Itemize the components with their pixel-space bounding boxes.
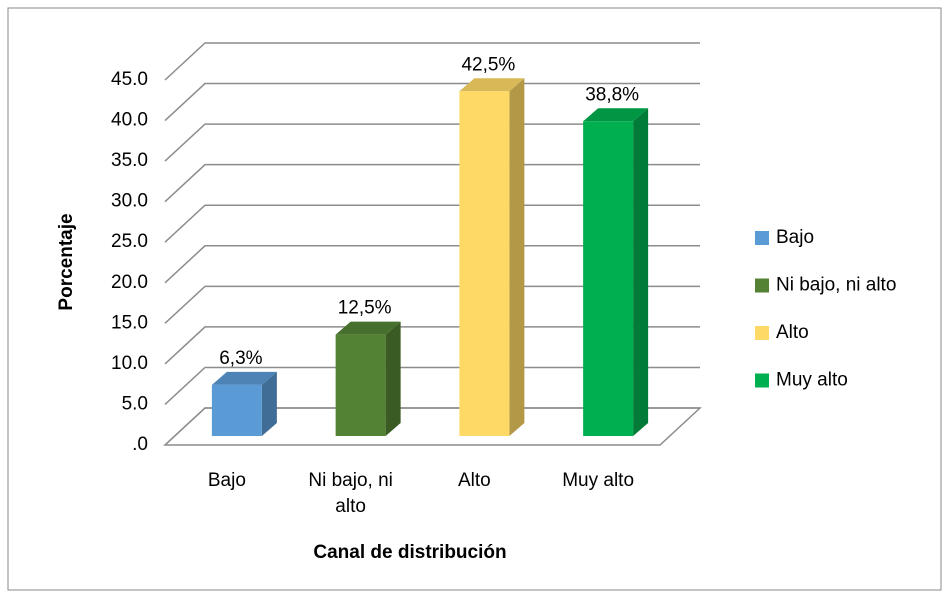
y-tick-label: 25.0 bbox=[111, 231, 148, 252]
bar-face bbox=[385, 321, 401, 436]
legend-label: Ni bajo, ni alto bbox=[776, 275, 896, 296]
legend-swatch bbox=[755, 326, 769, 340]
y-tick-label: 20.0 bbox=[111, 272, 148, 293]
bar-face bbox=[633, 108, 649, 437]
legend-label: Alto bbox=[776, 322, 809, 343]
legend-swatch bbox=[755, 278, 769, 293]
data-label: 38,8% bbox=[585, 84, 639, 105]
y-tick-label: 40.0 bbox=[111, 110, 148, 131]
x-tick-label: Ni bajo, ni alto bbox=[308, 470, 393, 517]
grid-line bbox=[164, 245, 700, 284]
bar-face bbox=[583, 121, 634, 437]
y-tick-label: 30.0 bbox=[111, 191, 148, 212]
y-tick-label: 35.0 bbox=[111, 150, 148, 171]
x-tick-label: Alto bbox=[458, 470, 491, 491]
bar bbox=[583, 108, 649, 437]
bar-face bbox=[459, 78, 525, 92]
bar bbox=[335, 321, 401, 436]
bar-face bbox=[583, 108, 649, 122]
legend-swatch bbox=[755, 231, 769, 245]
legend-label: Bajo bbox=[776, 227, 814, 248]
bar-face bbox=[261, 371, 277, 436]
grid-line bbox=[164, 42, 700, 81]
grid-line bbox=[164, 82, 700, 122]
bar bbox=[459, 78, 525, 437]
grid-line bbox=[164, 285, 700, 324]
bar-face bbox=[459, 91, 510, 437]
grid-line bbox=[164, 407, 700, 446]
bar-face bbox=[509, 78, 525, 437]
legend-swatch bbox=[755, 373, 769, 388]
y-tick-label: 5.0 bbox=[122, 393, 148, 414]
x-axis-label: Canal de distribución bbox=[313, 542, 506, 563]
y-tick-label: 10.0 bbox=[111, 353, 148, 374]
x-tick-label: Bajo bbox=[207, 470, 246, 491]
bar-face bbox=[211, 371, 277, 385]
grid-line bbox=[164, 204, 700, 243]
grid-line bbox=[164, 163, 700, 203]
y-tick-label: 45.0 bbox=[111, 69, 148, 90]
bar-face bbox=[211, 384, 262, 436]
data-label: 42,5% bbox=[461, 54, 515, 75]
bar-face bbox=[335, 334, 386, 436]
y-tick-label: .0 bbox=[132, 434, 148, 455]
y-tick-label: 15.0 bbox=[111, 312, 148, 333]
grid-line bbox=[164, 366, 700, 405]
grid-line bbox=[164, 326, 700, 365]
legend-label: Muy alto bbox=[776, 370, 848, 391]
x-tick-label: Muy alto bbox=[562, 470, 635, 491]
data-label: 6,3% bbox=[219, 348, 262, 369]
grid-line bbox=[164, 123, 700, 162]
bar bbox=[211, 371, 277, 436]
bar-face bbox=[335, 321, 401, 335]
data-label: 12,5% bbox=[338, 298, 392, 319]
y-axis-label: Porcentaje bbox=[56, 213, 77, 310]
